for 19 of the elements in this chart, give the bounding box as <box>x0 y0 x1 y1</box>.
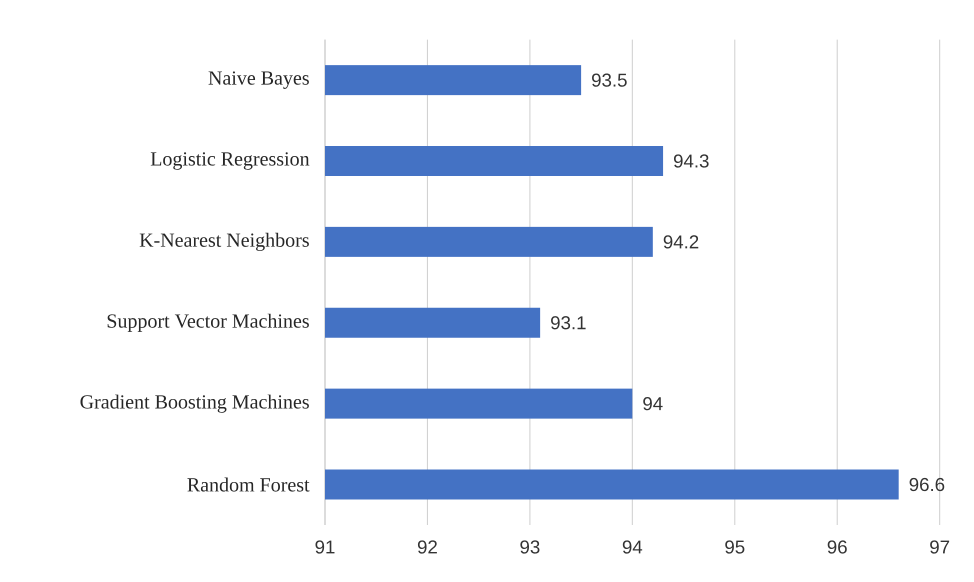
x-tick-label: 93 <box>520 540 540 554</box>
x-tick-label: 92 <box>418 540 437 554</box>
x-tick-label: 94 <box>622 540 642 554</box>
data-label: 93.1 <box>551 316 586 330</box>
x-tick-label: 91 <box>316 540 334 554</box>
x-tick-label: 97 <box>930 540 950 554</box>
x-tick-label: 96 <box>828 540 847 554</box>
y-tick-label: Naive Bayes <box>208 71 309 89</box>
y-tick-label: Random Forest <box>187 478 310 492</box>
y-tick-label: Support Vector Machines <box>108 314 309 332</box>
data-label: 96.6 <box>910 478 944 492</box>
y-tick-label: Gradient Boosting Machines <box>80 394 309 413</box>
data-label: 94.2 <box>664 235 698 249</box>
data-label: 94.3 <box>674 154 709 168</box>
data-label: 93.5 <box>592 73 627 87</box>
data-label: 94 <box>643 397 663 410</box>
x-tick-label: 95 <box>725 540 744 554</box>
y-tick-label: Logistic Regression <box>150 152 310 170</box>
y-tick-label: K-Nearest Neighbors <box>140 232 309 251</box>
